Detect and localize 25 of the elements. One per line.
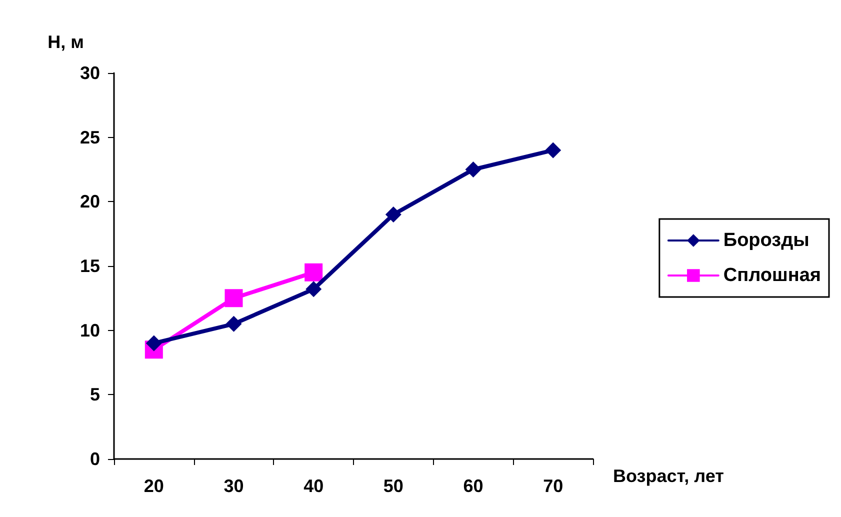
x-tick-label: 40 xyxy=(304,476,324,496)
y-tick-label: 15 xyxy=(80,256,100,276)
point xyxy=(545,142,562,158)
point xyxy=(146,335,162,352)
point xyxy=(226,316,242,332)
point xyxy=(385,206,402,223)
y-tick-label: 25 xyxy=(80,127,100,148)
x-tick-label: 60 xyxy=(463,476,484,496)
point xyxy=(306,281,322,298)
point xyxy=(465,162,482,178)
point xyxy=(224,289,243,308)
x-tick-label: 30 xyxy=(224,476,244,496)
legend-label: Борозды xyxy=(723,230,810,251)
x-tick-label: 50 xyxy=(383,476,404,496)
x-tick-label: 70 xyxy=(543,476,564,496)
y-tick-label: 5 xyxy=(90,384,100,405)
y-tick-label: 30 xyxy=(80,63,100,83)
legend-label: Сплошная xyxy=(723,265,822,286)
x-axis-title: Возраст, лет xyxy=(613,466,724,486)
x-tick-label: 20 xyxy=(144,476,164,496)
y-tick-label: 0 xyxy=(90,449,100,469)
y-tick-label: 20 xyxy=(80,192,100,212)
y-axis-title: Н, м xyxy=(48,32,84,52)
point xyxy=(304,263,323,282)
y-tick-label: 10 xyxy=(80,320,100,340)
